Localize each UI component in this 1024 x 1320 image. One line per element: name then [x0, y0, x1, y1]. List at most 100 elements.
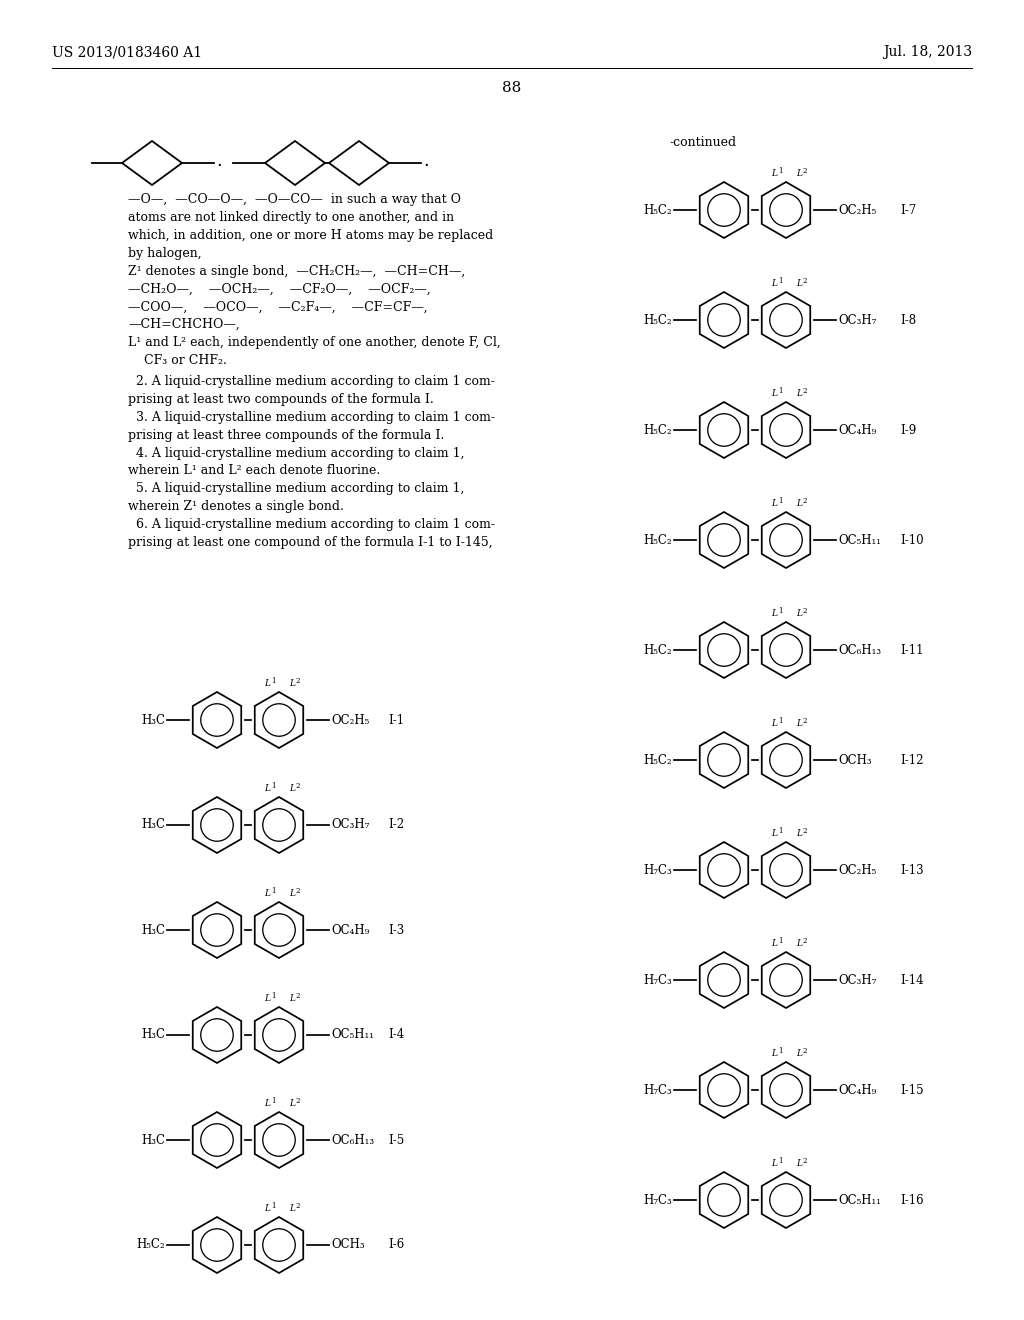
Text: 2: 2: [803, 937, 807, 945]
Text: prising at least one compound of the formula I-1 to I-145,: prising at least one compound of the for…: [128, 536, 493, 549]
Text: 1: 1: [778, 498, 783, 506]
Text: 2: 2: [295, 1097, 300, 1105]
Text: H₅C₂: H₅C₂: [643, 644, 672, 656]
Text: Jul. 18, 2013: Jul. 18, 2013: [883, 45, 972, 59]
Text: 1: 1: [778, 387, 783, 395]
Text: H₅C₂: H₅C₂: [643, 533, 672, 546]
Text: H₇C₃: H₇C₃: [643, 863, 672, 876]
Text: 1: 1: [271, 781, 276, 789]
Text: 2: 2: [803, 1158, 807, 1166]
Text: I-13: I-13: [900, 863, 924, 876]
Text: I-9: I-9: [900, 424, 916, 437]
Text: L: L: [264, 994, 270, 1003]
Text: L: L: [264, 784, 270, 793]
Text: 2: 2: [295, 781, 300, 789]
Text: OC₆H₁₃: OC₆H₁₃: [838, 644, 881, 656]
Text: 2: 2: [803, 498, 807, 506]
Text: H₃C: H₃C: [141, 818, 165, 832]
Text: L: L: [264, 888, 270, 898]
Text: H₅C₂: H₅C₂: [643, 314, 672, 326]
Text: 2: 2: [295, 887, 300, 895]
Text: 1: 1: [778, 1047, 783, 1055]
Text: —CH=CHCHO—,: —CH=CHCHO—,: [128, 318, 240, 331]
Text: OCH₃: OCH₃: [838, 754, 871, 767]
Text: 3. A liquid-crystalline medium according to claim 1 com-: 3. A liquid-crystalline medium according…: [128, 411, 495, 424]
Text: I-1: I-1: [388, 714, 404, 726]
Text: L: L: [290, 888, 295, 898]
Text: L: L: [290, 784, 295, 793]
Text: I-12: I-12: [900, 754, 924, 767]
Text: L¹ and L² each, independently of one another, denote F, Cl,: L¹ and L² each, independently of one ano…: [128, 335, 501, 348]
Text: —O—,  —CO—O—,  —O—CO—  in such a way that O: —O—, —CO—O—, —O—CO— in such a way that O: [128, 194, 461, 206]
Text: L: L: [772, 1049, 777, 1059]
Text: L: L: [772, 939, 777, 948]
Text: I-15: I-15: [900, 1084, 924, 1097]
Text: OC₅H₁₁: OC₅H₁₁: [838, 1193, 881, 1206]
Text: Z¹ denotes a single bond,  —CH₂CH₂—,  —CH=CH—,: Z¹ denotes a single bond, —CH₂CH₂—, —CH=…: [128, 265, 465, 277]
Text: OC₃H₇: OC₃H₇: [838, 974, 877, 986]
Text: L: L: [264, 1100, 270, 1107]
Text: H₇C₃: H₇C₃: [643, 1084, 672, 1097]
Text: 1: 1: [271, 1203, 276, 1210]
Text: L: L: [290, 1204, 295, 1213]
Text: wherein Z¹ denotes a single bond.: wherein Z¹ denotes a single bond.: [128, 500, 344, 513]
Text: L: L: [772, 609, 777, 618]
Text: 2: 2: [803, 607, 807, 615]
Text: L: L: [772, 829, 777, 838]
Text: H₃C: H₃C: [141, 714, 165, 726]
Text: OC₃H₇: OC₃H₇: [331, 818, 370, 832]
Text: H₅C₂: H₅C₂: [136, 1238, 165, 1251]
Text: OC₅H₁₁: OC₅H₁₁: [331, 1028, 374, 1041]
Text: L: L: [772, 719, 777, 729]
Text: I-7: I-7: [900, 203, 916, 216]
Text: I-2: I-2: [388, 818, 404, 832]
Text: 2: 2: [803, 277, 807, 285]
Text: OC₃H₇: OC₃H₇: [838, 314, 877, 326]
Text: 2: 2: [803, 717, 807, 725]
Text: L: L: [264, 678, 270, 688]
Text: I-4: I-4: [388, 1028, 404, 1041]
Text: 1: 1: [778, 168, 783, 176]
Text: L: L: [772, 279, 777, 288]
Text: 1: 1: [778, 828, 783, 836]
Text: wherein L¹ and L² each denote fluorine.: wherein L¹ and L² each denote fluorine.: [128, 465, 380, 478]
Text: H₃C: H₃C: [141, 1134, 165, 1147]
Text: OC₄H₉: OC₄H₉: [838, 424, 877, 437]
Text: 1: 1: [271, 1097, 276, 1105]
Text: OC₂H₅: OC₂H₅: [838, 863, 877, 876]
Text: L: L: [290, 1100, 295, 1107]
Text: OC₆H₁₃: OC₆H₁₃: [331, 1134, 374, 1147]
Text: .: .: [216, 152, 222, 170]
Text: L: L: [797, 939, 803, 948]
Text: I-5: I-5: [388, 1134, 404, 1147]
Text: atoms are not linked directly to one another, and in: atoms are not linked directly to one ano…: [128, 211, 454, 224]
Text: L: L: [797, 719, 803, 729]
Text: OC₅H₁₁: OC₅H₁₁: [838, 533, 881, 546]
Text: 1: 1: [778, 1158, 783, 1166]
Text: which, in addition, one or more H atoms may be replaced: which, in addition, one or more H atoms …: [128, 230, 494, 242]
Text: I-8: I-8: [900, 314, 916, 326]
Text: L: L: [797, 1049, 803, 1059]
Text: 1: 1: [271, 677, 276, 685]
Text: 2: 2: [803, 828, 807, 836]
Text: H₅C₂: H₅C₂: [643, 754, 672, 767]
Text: L: L: [797, 1159, 803, 1168]
Text: L: L: [797, 609, 803, 618]
Text: -continued: -continued: [670, 136, 737, 149]
Text: 2: 2: [803, 1047, 807, 1055]
Text: I-14: I-14: [900, 974, 924, 986]
Text: 1: 1: [778, 607, 783, 615]
Text: OC₂H₅: OC₂H₅: [331, 714, 370, 726]
Text: .: .: [423, 152, 429, 170]
Text: L: L: [797, 499, 803, 508]
Text: I-10: I-10: [900, 533, 924, 546]
Text: 2: 2: [295, 1203, 300, 1210]
Text: OCH₃: OCH₃: [331, 1238, 365, 1251]
Text: 1: 1: [271, 993, 276, 1001]
Text: US 2013/0183460 A1: US 2013/0183460 A1: [52, 45, 202, 59]
Text: CF₃ or CHF₂.: CF₃ or CHF₂.: [128, 354, 227, 367]
Text: H₃C: H₃C: [141, 1028, 165, 1041]
Text: L: L: [797, 169, 803, 178]
Text: 1: 1: [778, 717, 783, 725]
Text: 2: 2: [295, 677, 300, 685]
